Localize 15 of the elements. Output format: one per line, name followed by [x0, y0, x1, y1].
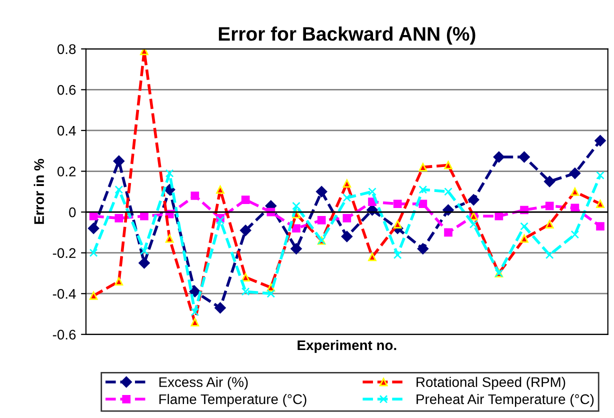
x-axis-title: Experiment no. — [298, 340, 396, 353]
y-tick-label: 0.6 — [57, 85, 76, 95]
y-tick-label: 0.8 — [57, 44, 76, 54]
y-tick-label: -0.6 — [52, 330, 76, 340]
legend-label: Excess Air (%) — [159, 376, 248, 390]
y-tick-label: 0.2 — [57, 166, 76, 176]
legend-label: Rotational Speed (RPM) — [416, 376, 566, 390]
legend-label: Preheat Air Temperature (°C) — [416, 394, 594, 407]
y-tick-label: -0.4 — [52, 288, 76, 299]
chart-title: Error for Backward ANN (%) — [218, 26, 476, 45]
y-tick-label: 0.4 — [57, 126, 76, 136]
y-tick-label: 0 — [69, 207, 76, 218]
y-axis-title: Error in % — [34, 158, 44, 224]
legend-label: Flame Temperature (°C) — [159, 394, 306, 407]
y-tick-label: -0.2 — [52, 248, 76, 258]
